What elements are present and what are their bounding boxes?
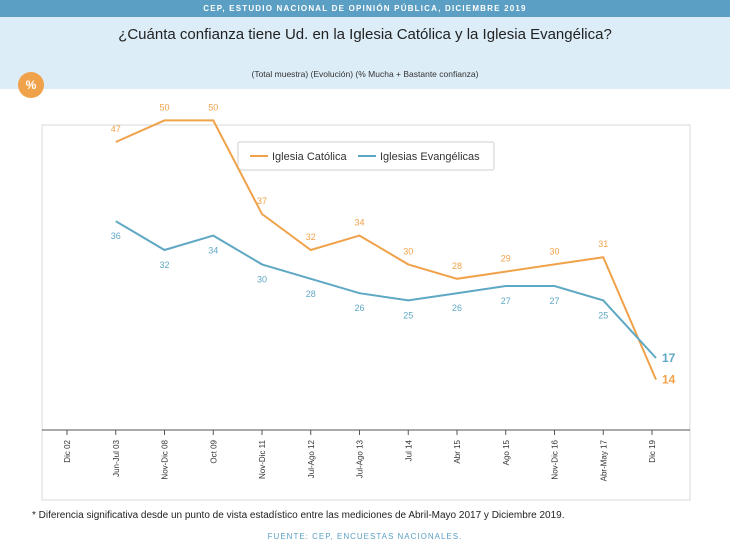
data-label-catolica: 50: [208, 102, 218, 112]
x-tick-label: Nov-Dic 16: [551, 439, 560, 479]
data-label-catolica: 34: [354, 218, 364, 228]
data-label-evangelicas: 36: [111, 231, 121, 241]
data-label-catolica: 31: [598, 239, 608, 249]
legend-label-catolica: Iglesia Católica: [272, 151, 347, 163]
chart-title: ¿Cuánta confianza tiene Ud. en la Iglesi…: [118, 26, 612, 43]
data-label-evangelicas: 26: [452, 303, 462, 313]
chart-frame: [41, 124, 691, 501]
data-label-evangelicas: 25: [598, 310, 608, 320]
data-label-catolica: 30: [403, 246, 413, 256]
x-axis-ticks: Dic 02 Jun-Jul 03 Nov-Dic 08 Oct 09 Nov-Dic …: [63, 430, 657, 481]
report-header-band: CEP, ESTUDIO NACIONAL DE OPINIÓN PÚBLICA…: [0, 0, 730, 17]
x-tick-label: Jul 14: [404, 439, 413, 461]
title-band: [0, 17, 730, 89]
data-label-catolica: 14: [662, 373, 676, 387]
chart-subtitle: (Total muestra) (Evolución) (% Mucha + B…: [251, 69, 479, 79]
percent-badge-icon: %: [18, 72, 44, 98]
data-label-catolica: 32: [306, 232, 316, 242]
data-label-catolica: 37: [257, 196, 267, 206]
data-label-evangelicas: 28: [306, 289, 316, 299]
data-label-evangelicas: 30: [257, 274, 267, 284]
data-label-catolica: 47: [111, 124, 121, 134]
source-note: FUENTE: CEP, ENCUESTAS NACIONALES.: [267, 532, 463, 541]
data-label-evangelicas: 34: [208, 246, 218, 256]
x-tick-label: Jul-Ago 13: [356, 439, 365, 478]
data-label-evangelicas: 26: [354, 303, 364, 313]
series-line-catolica: [115, 119, 657, 380]
footnote: * Diferencia significativa desde un punt…: [32, 510, 565, 521]
data-label-evangelicas: 25: [403, 310, 413, 320]
data-label-catolica: 50: [159, 102, 169, 112]
x-tick-label: Abr-May 17: [599, 439, 608, 481]
x-tick-label: Ago 15: [502, 439, 511, 465]
x-tick-label: Jul-Ago 12: [307, 439, 316, 478]
data-label-catolica: 29: [501, 254, 511, 264]
x-tick-label: Oct 09: [209, 439, 218, 463]
x-tick-label: Jun-Jul 03: [112, 439, 121, 476]
x-tick-label: Nov-Dic 08: [161, 439, 170, 479]
data-label-evangelicas: 32: [159, 260, 169, 270]
data-label-evangelicas: 17: [662, 351, 676, 365]
x-tick-label: Dic 19: [648, 439, 657, 462]
series-group: 47 50 50 37 32 34 30 28 29 30 31 14 36 32 34 30 28 26 25 26…: [111, 102, 676, 386]
data-label-evangelicas: 27: [549, 296, 559, 306]
x-tick-label: Abr 15: [453, 439, 462, 463]
x-tick-label: Nov-Dic 11: [258, 439, 267, 479]
data-label-catolica: 30: [549, 246, 559, 256]
legend-label-evangelicas: Iglesias Evangélicas: [380, 151, 480, 163]
legend: Iglesia Católica Iglesias Evangélicas: [237, 141, 495, 171]
data-label-evangelicas: 27: [501, 296, 511, 306]
x-tick-label: Dic 02: [63, 439, 72, 462]
data-label-catolica: 28: [452, 261, 462, 271]
series-line-evangelicas: [115, 220, 657, 359]
